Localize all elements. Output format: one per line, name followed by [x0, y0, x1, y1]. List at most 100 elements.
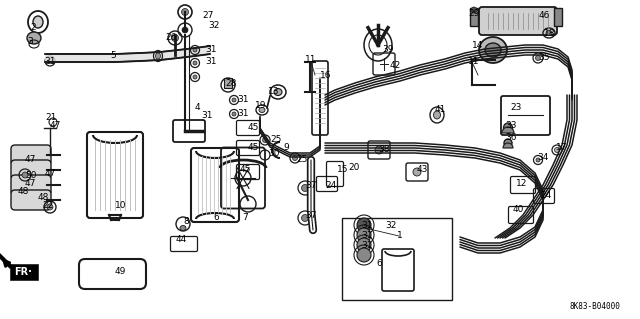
- Text: 9: 9: [283, 144, 289, 152]
- Ellipse shape: [274, 88, 282, 95]
- Text: 31: 31: [205, 57, 216, 66]
- Text: 3: 3: [27, 38, 33, 47]
- Text: 11: 11: [305, 56, 317, 64]
- Text: 31: 31: [361, 220, 372, 229]
- Text: 31: 31: [361, 241, 372, 249]
- Text: 24: 24: [540, 191, 551, 201]
- Circle shape: [357, 228, 371, 242]
- Text: 21: 21: [45, 114, 56, 122]
- Text: 47: 47: [45, 168, 56, 177]
- Ellipse shape: [504, 139, 512, 147]
- Ellipse shape: [259, 108, 265, 113]
- Text: 18: 18: [544, 29, 556, 39]
- FancyBboxPatch shape: [11, 145, 51, 165]
- Text: 31: 31: [237, 95, 248, 105]
- Ellipse shape: [536, 56, 541, 61]
- FancyBboxPatch shape: [10, 264, 38, 280]
- Ellipse shape: [554, 147, 559, 152]
- Text: 27: 27: [202, 11, 213, 20]
- Text: 5: 5: [110, 50, 116, 60]
- Circle shape: [471, 7, 477, 13]
- Ellipse shape: [180, 226, 186, 231]
- Ellipse shape: [193, 61, 197, 65]
- Text: 31: 31: [44, 57, 56, 66]
- Wedge shape: [502, 127, 514, 133]
- Text: 47: 47: [25, 179, 36, 188]
- Text: 26: 26: [165, 33, 177, 42]
- Text: 48: 48: [18, 188, 29, 197]
- Text: 28: 28: [225, 79, 236, 88]
- Bar: [554, 8, 562, 26]
- FancyBboxPatch shape: [11, 160, 51, 180]
- Text: 33: 33: [505, 122, 516, 130]
- Text: 8K83-B04000: 8K83-B04000: [569, 302, 620, 311]
- Bar: [224, 78, 232, 88]
- Text: 11: 11: [468, 57, 479, 66]
- Text: 39: 39: [382, 46, 394, 55]
- Text: 10: 10: [115, 201, 127, 210]
- Text: 40: 40: [513, 205, 524, 214]
- Text: 25: 25: [270, 136, 282, 145]
- Text: 16: 16: [320, 70, 332, 79]
- Text: 37: 37: [305, 181, 317, 189]
- Text: 43: 43: [417, 166, 428, 174]
- Circle shape: [375, 146, 383, 154]
- Ellipse shape: [546, 31, 552, 35]
- Ellipse shape: [232, 112, 236, 116]
- Text: 45: 45: [248, 123, 259, 132]
- Circle shape: [172, 34, 179, 41]
- Text: 14: 14: [472, 41, 483, 49]
- Text: 36: 36: [505, 133, 516, 143]
- Circle shape: [301, 184, 308, 191]
- Text: 46: 46: [539, 11, 550, 20]
- Text: 31: 31: [201, 110, 212, 120]
- Ellipse shape: [47, 204, 53, 210]
- Circle shape: [301, 214, 308, 221]
- Ellipse shape: [433, 111, 440, 119]
- Text: 6: 6: [213, 213, 219, 222]
- Text: 41: 41: [435, 106, 446, 115]
- Ellipse shape: [479, 37, 507, 63]
- FancyArrowPatch shape: [4, 260, 10, 266]
- Ellipse shape: [33, 16, 43, 28]
- Text: 12: 12: [516, 179, 527, 188]
- Text: 6: 6: [376, 258, 381, 268]
- FancyBboxPatch shape: [479, 7, 557, 35]
- Text: FR·: FR·: [14, 267, 32, 277]
- Ellipse shape: [536, 158, 540, 162]
- Ellipse shape: [232, 98, 236, 102]
- Text: 7: 7: [242, 213, 248, 222]
- Text: 47: 47: [25, 155, 36, 165]
- Text: 34: 34: [537, 153, 548, 162]
- Text: 8: 8: [183, 218, 189, 226]
- Text: 38: 38: [378, 145, 390, 154]
- Circle shape: [357, 218, 371, 232]
- Ellipse shape: [27, 32, 41, 44]
- Text: 32: 32: [385, 220, 396, 229]
- Text: 48: 48: [38, 194, 49, 203]
- Circle shape: [182, 27, 188, 33]
- Text: 49: 49: [115, 268, 126, 277]
- Ellipse shape: [47, 58, 52, 63]
- Text: 24: 24: [325, 181, 336, 189]
- Text: 29: 29: [468, 10, 479, 19]
- Ellipse shape: [292, 155, 298, 160]
- Ellipse shape: [156, 53, 161, 59]
- Ellipse shape: [22, 172, 28, 178]
- Circle shape: [357, 248, 371, 262]
- Text: 45: 45: [248, 144, 259, 152]
- Ellipse shape: [193, 48, 197, 52]
- Text: 2: 2: [30, 24, 36, 33]
- Ellipse shape: [504, 123, 513, 133]
- Text: 45: 45: [240, 166, 252, 174]
- Text: 37: 37: [305, 211, 317, 219]
- Text: 30: 30: [268, 149, 280, 158]
- Text: 23: 23: [510, 103, 522, 113]
- Text: 25: 25: [296, 155, 307, 165]
- Wedge shape: [503, 143, 513, 148]
- Text: 50: 50: [25, 170, 36, 180]
- Text: 31: 31: [205, 46, 216, 55]
- Text: 22: 22: [42, 201, 53, 210]
- Text: 32: 32: [208, 21, 220, 31]
- Text: 42: 42: [390, 62, 401, 70]
